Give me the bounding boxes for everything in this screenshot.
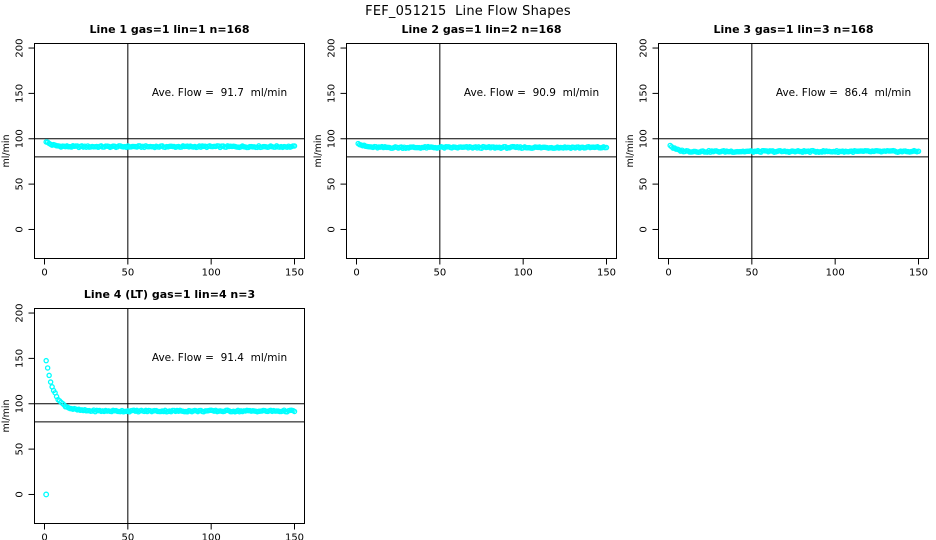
y-tick-label: 100	[639, 129, 650, 148]
subplot-line-3: Line 3 gas=1 lin=3 n=168 0 50 100 150 200 0 50 1…	[624, 20, 936, 284]
x-tick-label: 0	[41, 268, 47, 279]
data-points	[43, 139, 298, 151]
y-axis-label: ml/min	[625, 134, 636, 167]
y-tick-label: 50	[15, 443, 26, 456]
subplot-svg-line-1: Line 1 gas=1 lin=1 n=168 0 50 100 150 200 0 50 1…	[1, 23, 305, 279]
data-points	[43, 357, 298, 498]
plot-box	[346, 43, 617, 259]
plot-box	[34, 43, 305, 259]
y-tick-label: 50	[639, 178, 650, 191]
x-tick-label: 100	[826, 268, 845, 279]
x-tick-label: 100	[202, 533, 221, 540]
avg-flow-annotation: Ave. Flow = 86.4 ml/min	[776, 87, 911, 99]
x-tick-label: 100	[202, 268, 221, 279]
y-tick-label: 0	[15, 226, 26, 232]
subplot-svg-line-2: Line 2 gas=1 lin=2 n=168 0 50 100 150 200 0 50 1…	[313, 23, 617, 279]
x-tick-label: 150	[285, 533, 304, 540]
y-axis-label: ml/min	[313, 134, 324, 167]
x-tick-label: 100	[514, 268, 533, 279]
subplot-line-1: Line 1 gas=1 lin=1 n=168 0 50 100 150 200 0 50 1…	[0, 20, 312, 284]
x-tick-label: 50	[433, 268, 446, 279]
x-tick-label: 0	[665, 268, 671, 279]
y-tick-label: 0	[15, 491, 26, 497]
y-axis-label: ml/min	[1, 134, 12, 167]
data-point	[47, 379, 54, 385]
subplot-line-2: Line 2 gas=1 lin=2 n=168 0 50 100 150 200 0 50 1…	[312, 20, 624, 284]
y-tick-label: 100	[327, 129, 338, 148]
y-tick-label: 150	[15, 84, 26, 103]
y-tick-label: 200	[15, 303, 26, 322]
y-tick-label: 200	[639, 38, 650, 57]
x-tick-label: 50	[745, 268, 758, 279]
avg-flow-annotation: Ave. Flow = 90.9 ml/min	[464, 87, 599, 99]
y-tick-label: 150	[639, 84, 650, 103]
y-tick-label: 200	[327, 38, 338, 57]
y-tick-label: 200	[15, 38, 26, 57]
data-point	[603, 144, 610, 151]
subplot-svg-line-3: Line 3 gas=1 lin=3 n=168 0 50 100 150 200 0 50 1…	[625, 23, 929, 279]
subplot-title: Line 3 gas=1 lin=3 n=168	[713, 23, 873, 36]
subplot-title: Line 2 gas=1 lin=2 n=168	[401, 23, 561, 36]
x-tick-label: 0	[41, 533, 47, 540]
subplot-title: Line 1 gas=1 lin=1 n=168	[89, 23, 249, 36]
data-point	[46, 372, 52, 379]
data-point	[915, 148, 922, 154]
y-tick-label: 0	[639, 226, 650, 232]
data-points	[355, 140, 610, 152]
subplot-svg-line-4: Line 4 (LT) gas=1 lin=4 n=3 0 50 100 150 200 0…	[1, 288, 305, 540]
plot-box	[658, 43, 929, 259]
avg-flow-annotation: Ave. Flow = 91.4 ml/min	[152, 352, 287, 364]
y-axis-label: ml/min	[1, 399, 12, 432]
data-point	[291, 408, 298, 415]
data-point-outlier	[43, 491, 50, 498]
subplot-title: Line 4 (LT) gas=1 lin=4 n=3	[84, 288, 255, 301]
data-point	[291, 143, 298, 149]
plot-box	[34, 308, 305, 524]
page-title: FEF_051215 Line Flow Shapes	[365, 4, 571, 19]
x-tick-label: 50	[121, 268, 134, 279]
data-point	[43, 357, 49, 364]
y-tick-label: 150	[15, 349, 26, 368]
y-tick-label: 100	[15, 129, 26, 148]
y-tick-label: 100	[15, 394, 26, 413]
x-tick-label: 150	[597, 268, 616, 279]
data-point	[44, 365, 51, 371]
y-tick-label: 50	[327, 178, 338, 191]
subplot-line-4: Line 4 (LT) gas=1 lin=4 n=3 0 50 100 150 200 0…	[0, 285, 312, 540]
x-tick-label: 150	[285, 268, 304, 279]
y-tick-label: 150	[327, 84, 338, 103]
x-tick-label: 0	[353, 268, 359, 279]
y-tick-label: 50	[15, 178, 26, 191]
x-tick-label: 50	[121, 533, 134, 540]
avg-flow-annotation: Ave. Flow = 91.7 ml/min	[152, 87, 287, 99]
data-points	[667, 142, 922, 155]
y-tick-label: 0	[327, 226, 338, 232]
x-tick-label: 150	[909, 268, 928, 279]
